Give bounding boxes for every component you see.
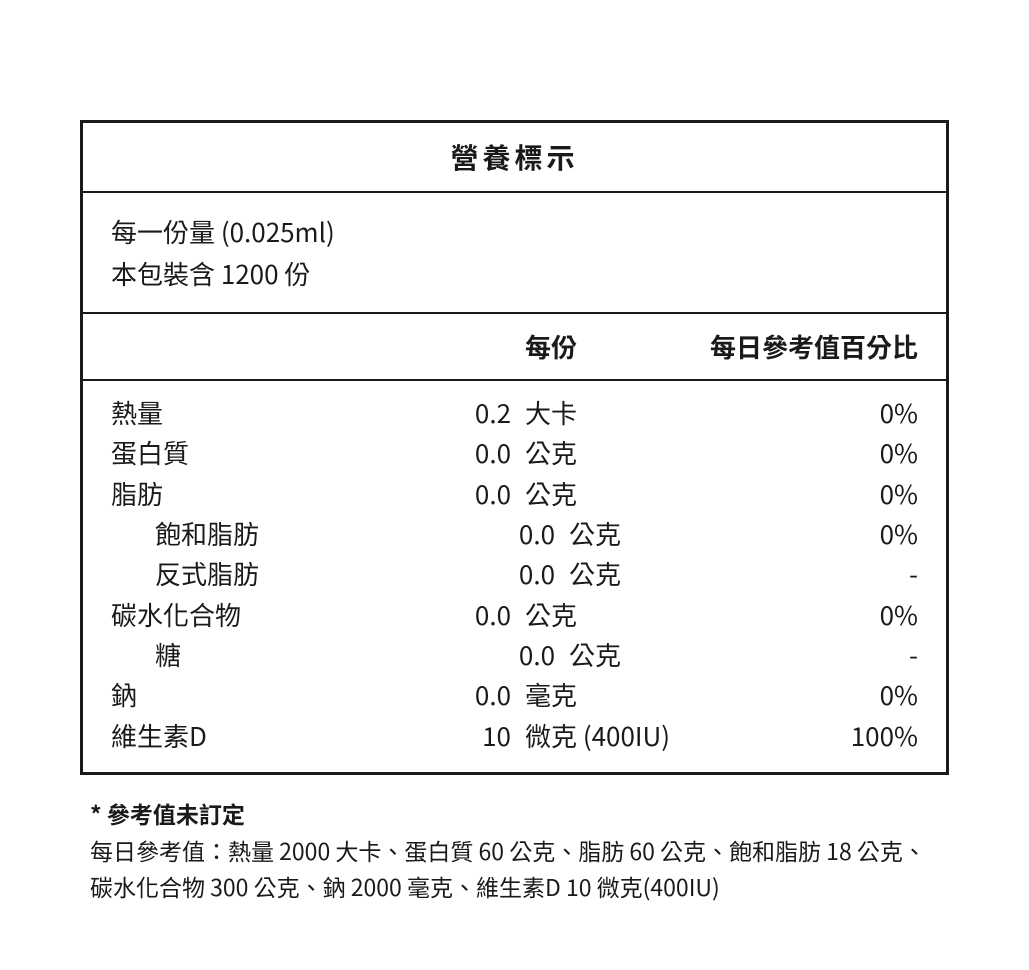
servings-per-package: 本包裝含 1200 份 — [111, 253, 926, 295]
nutrient-daily-value: 0% — [769, 514, 918, 554]
nutrient-name: 蛋白質 — [111, 433, 411, 473]
nutrient-unit: 大卡 — [525, 393, 725, 433]
nutrient-unit: 微克 (400IU) — [525, 716, 725, 756]
footnotes: * 參考值未訂定 每日參考值：熱量 2000 大卡、蛋白質 60 公克、脂肪 6… — [80, 775, 949, 905]
nutrient-row: 蛋白質0.0公克0% — [111, 433, 918, 473]
nutrient-unit: 公克 — [525, 433, 725, 473]
nutrient-daily-value: 0% — [725, 595, 918, 635]
nutrient-name: 碳水化合物 — [111, 595, 411, 635]
nutrient-row: 鈉0.0毫克0% — [111, 675, 918, 715]
serving-size: 每一份量 (0.025ml) — [111, 211, 926, 253]
nutrient-row: 維生素D10微克 (400IU)100% — [111, 716, 918, 756]
nutrient-amount: 0.0 — [455, 514, 569, 554]
nutrient-daily-value: 0% — [725, 675, 918, 715]
nutrient-name: 熱量 — [111, 393, 411, 433]
nutrient-amount: 0.0 — [411, 433, 525, 473]
nutrient-rows: 熱量0.2大卡0%蛋白質0.0公克0%脂肪0.0公克0%飽和脂肪0.0公克0%反… — [83, 381, 946, 772]
table-title: 營養標示 — [83, 123, 946, 193]
nutrient-unit: 公克 — [525, 595, 725, 635]
nutrient-amount: 0.0 — [455, 554, 569, 594]
nutrient-daily-value: 0% — [725, 474, 918, 514]
nutrient-amount: 0.0 — [455, 635, 569, 675]
nutrient-row: 反式脂肪0.0公克- — [111, 554, 918, 594]
nutrient-unit: 公克 — [569, 554, 769, 594]
column-headers: 每份 每日參考值百分比 — [83, 314, 946, 381]
nutrient-amount: 10 — [411, 716, 525, 756]
nutrient-unit: 公克 — [569, 635, 769, 675]
nutrient-name: 反式脂肪 — [111, 554, 455, 594]
nutrition-label-container: 營養標示 每一份量 (0.025ml) 本包裝含 1200 份 每份 每日參考值… — [0, 0, 1029, 905]
nutrient-row: 飽和脂肪0.0公克0% — [111, 514, 918, 554]
nutrient-amount: 0.0 — [411, 595, 525, 635]
nutrient-amount: 0.0 — [411, 474, 525, 514]
nutrient-name: 糖 — [111, 635, 455, 675]
nutrient-row: 熱量0.2大卡0% — [111, 393, 918, 433]
nutrient-unit: 公克 — [525, 474, 725, 514]
nutrient-row: 碳水化合物0.0公克0% — [111, 595, 918, 635]
nutrient-row: 糖0.0公克- — [111, 635, 918, 675]
nutrition-table: 營養標示 每一份量 (0.025ml) 本包裝含 1200 份 每份 每日參考值… — [80, 120, 949, 775]
nutrient-daily-value: 100% — [725, 716, 918, 756]
footnote-undefined-ref: * 參考值未訂定 — [90, 795, 939, 832]
nutrient-amount: 0.2 — [411, 393, 525, 433]
nutrient-daily-value: - — [769, 635, 918, 675]
footnote-daily-values: 每日參考值：熱量 2000 大卡、蛋白質 60 公克、脂肪 60 公克、飽和脂肪… — [90, 832, 939, 906]
nutrient-amount: 0.0 — [411, 675, 525, 715]
nutrient-daily-value: - — [769, 554, 918, 594]
nutrient-name: 飽和脂肪 — [111, 514, 455, 554]
nutrient-row: 脂肪0.0公克0% — [111, 474, 918, 514]
nutrient-name: 脂肪 — [111, 474, 411, 514]
nutrient-daily-value: 0% — [725, 433, 918, 473]
nutrient-name: 維生素D — [111, 716, 411, 756]
nutrient-daily-value: 0% — [725, 393, 918, 433]
nutrient-unit: 毫克 — [525, 675, 725, 715]
nutrient-unit: 公克 — [569, 514, 769, 554]
header-per-serving: 每份 — [525, 328, 615, 365]
header-daily-value: 每日參考值百分比 — [615, 328, 918, 365]
serving-info: 每一份量 (0.025ml) 本包裝含 1200 份 — [83, 193, 946, 314]
nutrient-name: 鈉 — [111, 675, 411, 715]
